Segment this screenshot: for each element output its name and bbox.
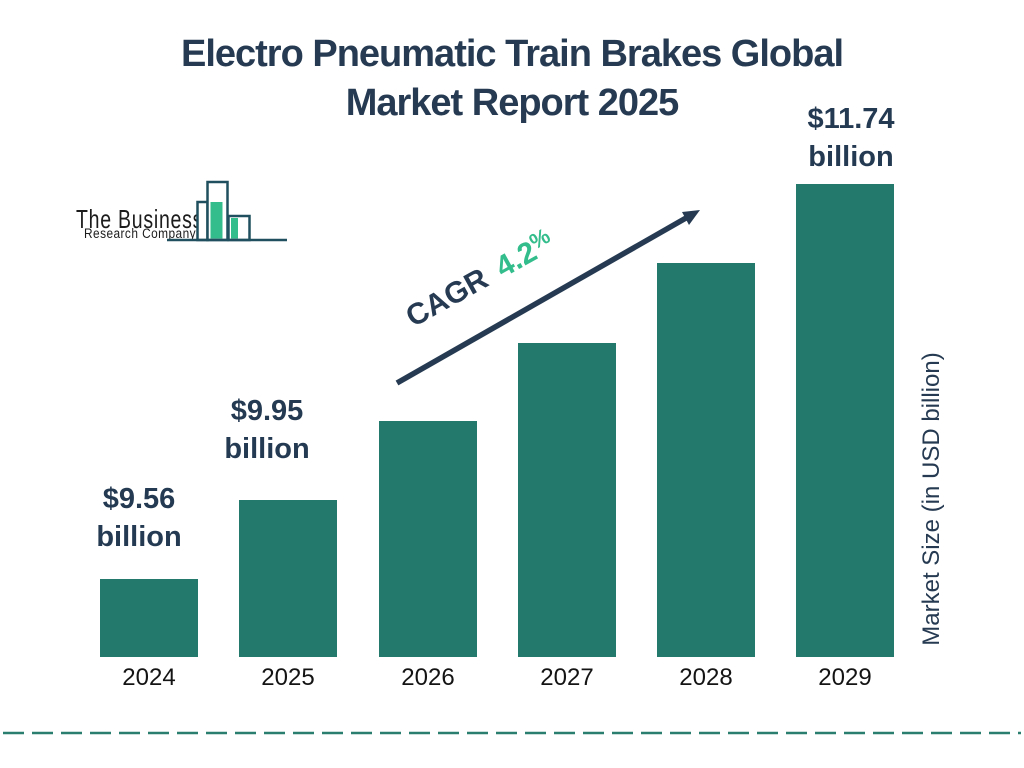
bar-2028 <box>657 263 755 657</box>
bar-2026 <box>379 421 477 657</box>
brand-name: The Business <box>76 204 204 234</box>
bar-2027 <box>518 343 616 657</box>
logo-green-bar-large <box>210 202 223 239</box>
bar-chart-skyline-icon <box>167 180 287 242</box>
y-axis-label: Market Size (in USD billion) <box>918 352 945 646</box>
cagr-annotation: CAGR4.2% <box>399 223 560 335</box>
chart-title: Electro Pneumatic Train Brakes Global Ma… <box>0 30 1024 128</box>
trend-arrow-head <box>682 210 700 225</box>
x-tick-2025: 2025 <box>261 664 315 691</box>
value-label-2029: $11.74 billion <box>807 103 895 173</box>
bar-2025 <box>239 500 337 657</box>
value-label-2025: $9.95 billion <box>224 395 310 465</box>
x-tick-2026: 2026 <box>401 664 455 691</box>
cagr-label: CAGR <box>400 262 494 334</box>
bar-2024 <box>100 579 198 657</box>
bar-2029 <box>796 184 894 657</box>
x-tick-2028: 2028 <box>679 664 733 691</box>
x-tick-2029: 2029 <box>818 664 872 691</box>
value-label-2024: $9.56 billion <box>96 483 182 553</box>
x-tick-2024: 2024 <box>122 664 176 691</box>
logo-outline-bar-small <box>196 200 209 242</box>
chart-title-line1: Electro Pneumatic Train Brakes Global <box>180 33 844 75</box>
logo-green-bar-small <box>231 218 238 239</box>
chart-title-line2: Market Report 2025 <box>345 82 680 124</box>
brand-subtitle: Research Company <box>84 226 197 241</box>
x-tick-2027: 2027 <box>540 664 594 691</box>
